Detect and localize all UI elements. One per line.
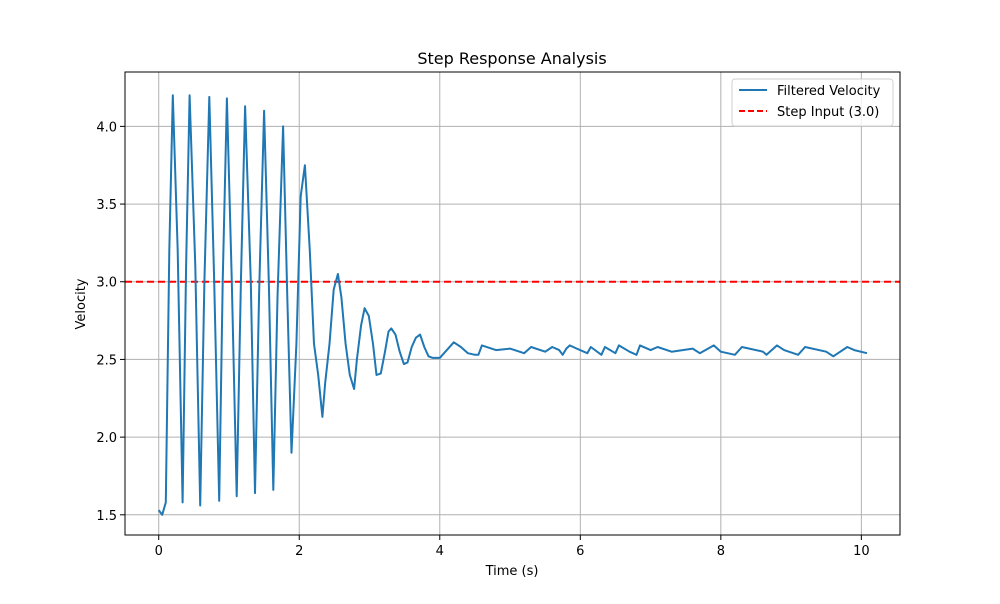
y-tick-label: 3.5 <box>96 198 117 213</box>
grid-layer <box>125 72 900 535</box>
filtered-velocity-line <box>157 94 868 516</box>
x-axis-label: Time (s) <box>485 564 539 579</box>
x-tick-label: 2 <box>295 544 303 559</box>
y-tick-label: 3.0 <box>96 276 117 291</box>
x-tick-label: 0 <box>155 544 163 559</box>
series-layer <box>157 94 868 516</box>
y-tick-label: 1.5 <box>96 509 117 524</box>
y-tick-label: 2.5 <box>96 353 117 368</box>
x-tick-label: 4 <box>436 544 444 559</box>
y-tick-label: 4.0 <box>96 120 117 135</box>
tick-layer: 0 2 4 6 8 10 1.5 2.0 2.5 3.0 3.5 4.0 <box>96 120 869 559</box>
y-axis-label: Velocity <box>74 278 89 329</box>
legend-label-step-input: Step Input (3.0) <box>777 105 879 120</box>
chart-title: Step Response Analysis <box>417 49 606 68</box>
x-tick-label: 6 <box>576 544 584 559</box>
legend: Filtered Velocity Step Input (3.0) <box>731 78 894 127</box>
axes-layer <box>124 71 901 536</box>
legend-box <box>731 78 894 127</box>
x-tick-label: 10 <box>853 544 870 559</box>
plot-frame <box>124 71 901 536</box>
x-tick-label: 8 <box>717 544 725 559</box>
y-tick-label: 2.0 <box>96 431 117 446</box>
legend-label-filtered-velocity: Filtered Velocity <box>777 84 881 99</box>
